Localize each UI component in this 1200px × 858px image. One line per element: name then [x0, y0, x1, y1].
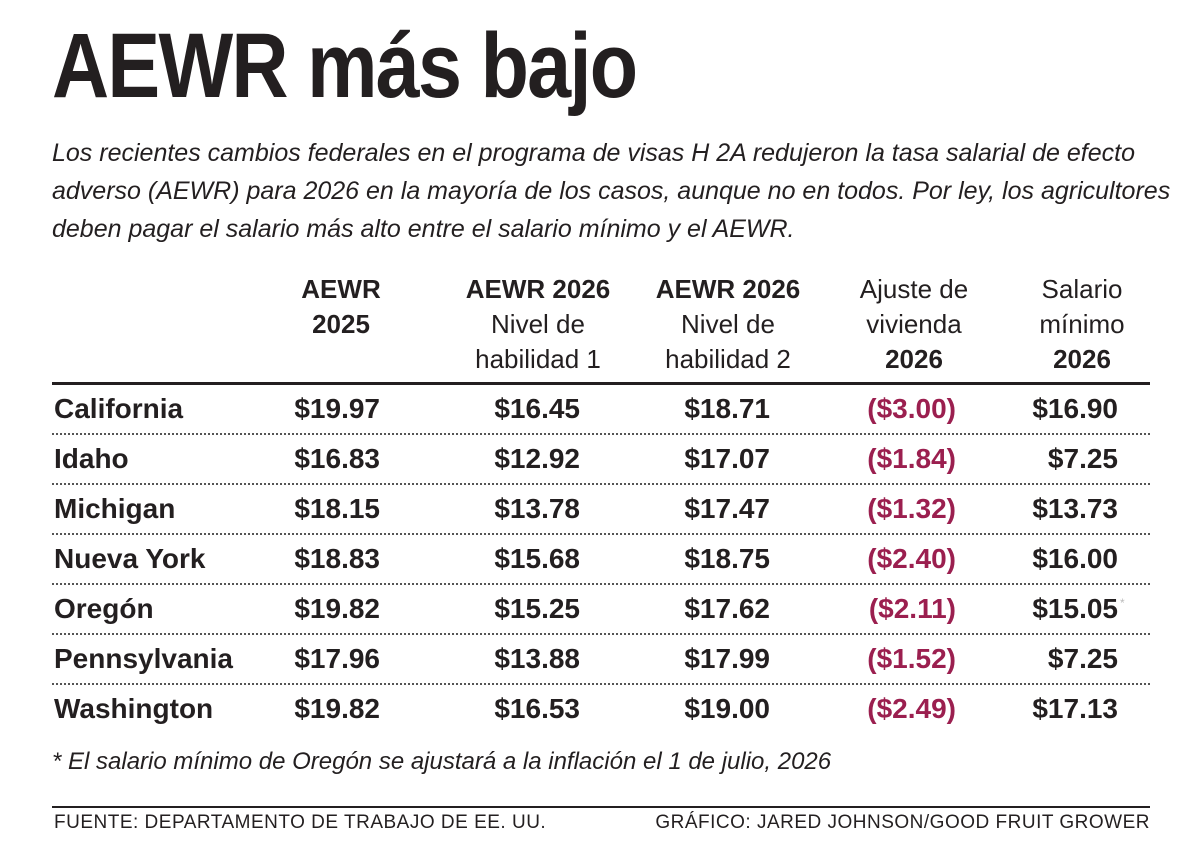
table-row: Idaho $16.83 $12.92 $17.07 ($1.84) $7.25: [52, 435, 1150, 485]
table-cell: $17.07: [684, 443, 770, 474]
table-cell: $16.90: [1032, 393, 1118, 424]
state-name: Pennsylvania: [54, 643, 233, 674]
column-header-line: Salario: [1041, 274, 1123, 304]
table-cell: $7.25: [1047, 643, 1118, 674]
table-cell: $7.25: [1047, 443, 1118, 474]
table-cell: $13.88: [494, 643, 580, 674]
state-name: California: [54, 393, 184, 424]
column-header-5: Salario mínimo 2026: [987, 272, 1177, 377]
table-row: California $19.97 $16.45 $18.71 ($3.00) $16.9…: [52, 385, 1150, 435]
column-header-line: vivienda: [866, 309, 962, 339]
table-cell: $15.25: [494, 593, 580, 624]
state-name: Michigan: [54, 493, 176, 524]
table-cell: $18.75: [684, 543, 770, 574]
table-cell: $19.82: [294, 593, 380, 624]
table-cell: $15.05: [1032, 593, 1118, 624]
footer-divider: [52, 806, 1150, 808]
table-cell: ($1.32): [867, 493, 956, 524]
table-cell: $16.83: [294, 443, 380, 474]
column-header-line: habilidad 2: [665, 344, 791, 374]
table-cell: $16.00: [1032, 543, 1118, 574]
table-cell: $17.13: [1032, 693, 1118, 724]
state-name: Oregón: [54, 593, 154, 624]
table-cell: ($2.40): [867, 543, 956, 574]
chart-title: AEWR más bajo: [52, 15, 638, 117]
table-cell: ($1.84): [867, 443, 956, 474]
column-header-line: Nivel de: [491, 309, 585, 339]
column-header-line: Ajuste de: [859, 274, 969, 304]
table-row: Oregón $19.82 $15.25 $17.62 ($2.11) $15.05: [52, 585, 1150, 635]
table-cell: $18.83: [294, 543, 380, 574]
table-cell: ($2.49): [867, 693, 956, 724]
table-cell: ($3.00): [867, 393, 956, 424]
column-header-line: 2026: [1053, 344, 1111, 374]
table-cell: $17.96: [294, 643, 380, 674]
table-cell: $16.53: [494, 693, 580, 724]
column-header-1: AEWR 2025: [246, 272, 436, 342]
table-cell: $17.62: [684, 593, 770, 624]
table-body: California $19.97 $16.45 $18.71 ($3.00) $16.9…: [52, 385, 1150, 733]
table-cell: $18.15: [294, 493, 380, 524]
table-cell: ($2.11): [868, 593, 956, 624]
column-header-2: AEWR 2026 Nivel de habilidad 1: [443, 272, 633, 377]
table-cell: $19.97: [294, 393, 380, 424]
table-cell: $16.45: [494, 393, 580, 424]
table-cell: $13.73: [1032, 493, 1118, 524]
table-cell: $17.47: [684, 493, 770, 524]
column-header-line: 2025: [312, 309, 370, 339]
table-cell: $13.78: [494, 493, 580, 524]
column-header-line: 2026: [885, 344, 943, 374]
table-row: Nueva York $18.83 $15.68 $18.75 ($2.40) $16.0…: [52, 535, 1150, 585]
state-name: Nueva York: [54, 543, 206, 574]
state-name: Idaho: [54, 443, 129, 474]
graphic-credit: GRÁFICO: JARED JOHNSON/GOOD FRUIT GROWER: [655, 812, 1150, 833]
chart-subtitle: Los recientes cambios federales en el pr…: [52, 139, 1171, 243]
table-row: Pennsylvania $17.96 $13.88 $17.99 ($1.52) $7.…: [52, 635, 1150, 685]
column-header-line: Nivel de: [681, 309, 775, 339]
table-cell: $17.99: [684, 643, 770, 674]
column-header-3: AEWR 2026 Nivel de habilidad 2: [633, 272, 823, 377]
column-header-line: habilidad 1: [475, 344, 601, 374]
table-row: Washington $19.82 $16.53 $19.00 ($2.49) $17.1…: [52, 685, 1150, 733]
table-cell: $19.00: [684, 693, 770, 724]
table-cell: $12.92: [494, 443, 580, 474]
table-row: Michigan $18.15 $13.78 $17.47 ($1.32) $13.73: [52, 485, 1150, 535]
column-header-line: AEWR 2026: [655, 274, 801, 304]
column-header-line: AEWR: [301, 274, 381, 304]
table-header: AEWR 2025 AEWR 2026 Nivel de habilidad 1 AEWR…: [52, 272, 1150, 385]
column-header-line: AEWR 2026: [465, 274, 611, 304]
table-cell: $15.68: [494, 543, 580, 574]
source-credit: FUENTE: DEPARTAMENTO DE TRABAJO DE EE. U…: [54, 812, 547, 833]
table-cell: ($1.52): [867, 643, 956, 674]
state-name: Washington: [54, 693, 214, 724]
column-header-line: mínimo: [1039, 309, 1125, 339]
table-cell: $18.71: [684, 393, 770, 424]
footnote: * El salario mínimo de Oregón se ajustar…: [52, 748, 832, 775]
asterisk-mark: *: [1120, 596, 1125, 610]
wage-table: AEWR 2025 AEWR 2026 Nivel de habilidad 1 AEWR…: [52, 272, 1150, 733]
table-cell: $19.82: [294, 693, 380, 724]
column-header-4: Ajuste de vivienda 2026: [819, 272, 1009, 377]
